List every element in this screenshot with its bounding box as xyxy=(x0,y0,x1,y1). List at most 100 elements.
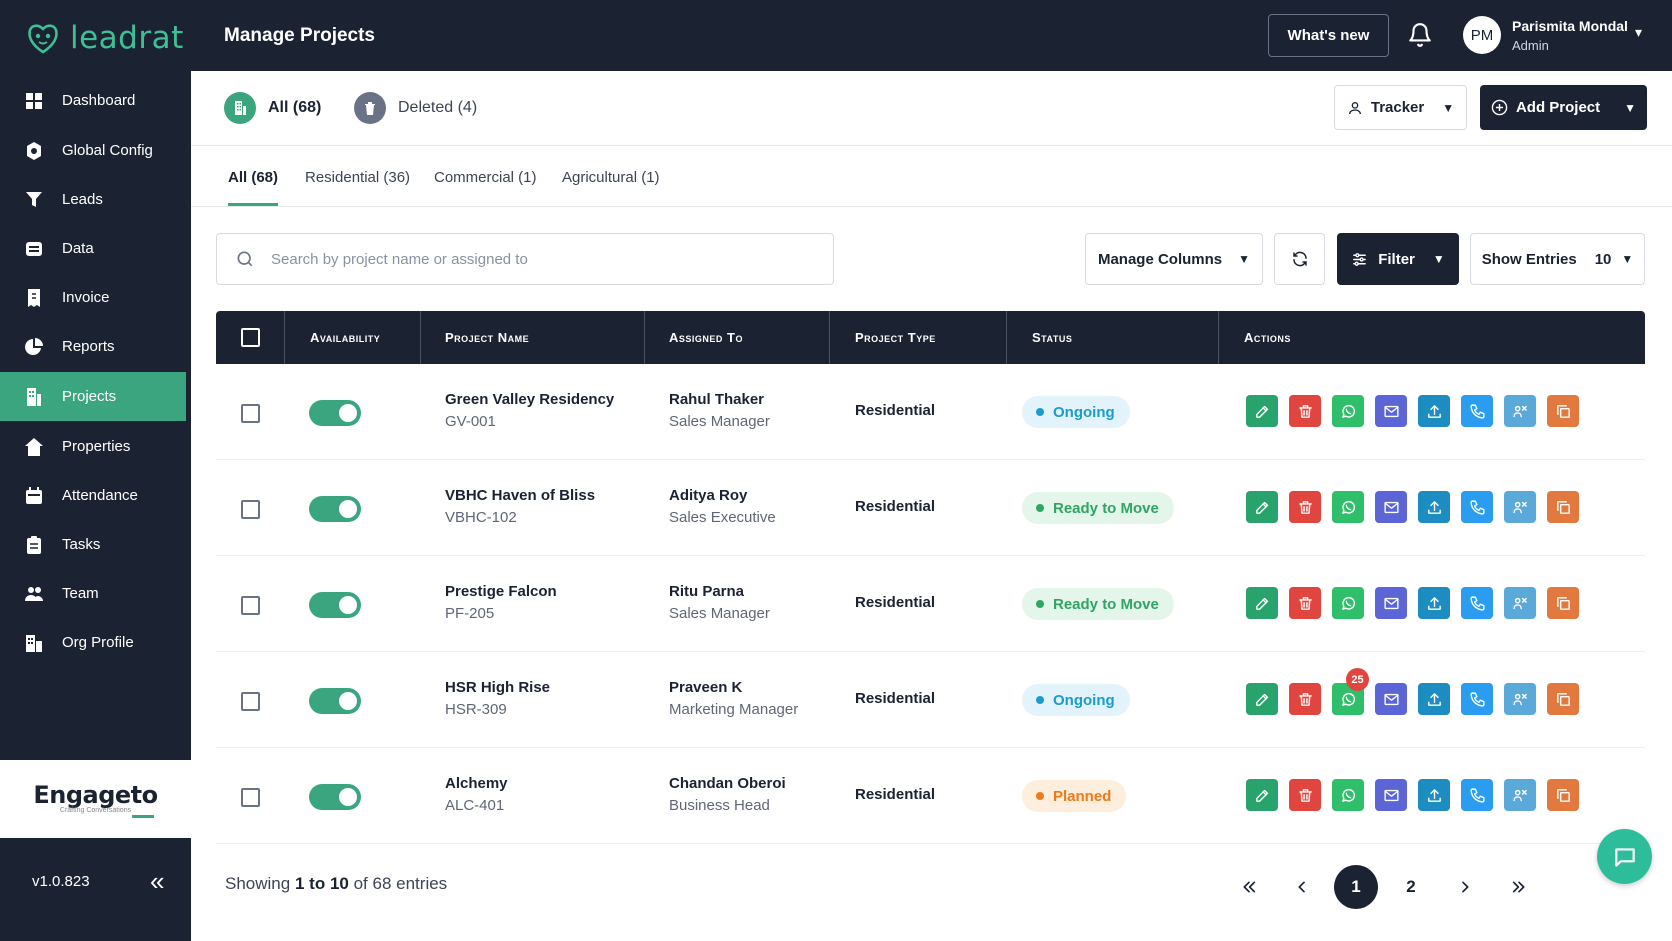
copy-action-button[interactable] xyxy=(1547,683,1579,715)
row-checkbox[interactable] xyxy=(241,596,260,615)
assign-action-button[interactable] xyxy=(1504,587,1536,619)
upload-action-button[interactable] xyxy=(1418,683,1450,715)
row-checkbox[interactable] xyxy=(241,788,260,807)
search-input[interactable] xyxy=(271,250,791,268)
project-name[interactable]: Green Valley Residency xyxy=(445,391,615,408)
filter-button[interactable]: Filter ▼ xyxy=(1337,233,1459,285)
table-row[interactable]: HSR High Rise HSR-309 Praveen K Marketing M… xyxy=(216,652,1645,748)
tab-residential[interactable]: Residential (36) xyxy=(305,169,411,186)
page-2-button[interactable]: 2 xyxy=(1406,877,1416,896)
copy-action-button[interactable] xyxy=(1547,491,1579,523)
email-action-button[interactable] xyxy=(1375,491,1407,523)
delete-action-button[interactable] xyxy=(1289,587,1321,619)
refresh-button[interactable] xyxy=(1274,233,1325,285)
whats-new-button[interactable]: What's new xyxy=(1268,14,1389,57)
manage-columns-dropdown[interactable]: Manage Columns ▼ xyxy=(1085,233,1263,285)
prev-page-button[interactable] xyxy=(1280,865,1324,909)
sidebar-item-org-profile[interactable]: Org Profile xyxy=(0,618,186,667)
edit-action-button[interactable] xyxy=(1246,683,1278,715)
upload-action-button[interactable] xyxy=(1418,395,1450,427)
assign-action-button[interactable] xyxy=(1504,683,1536,715)
project-name[interactable]: Prestige Falcon xyxy=(445,583,557,600)
table-row[interactable]: VBHC Haven of Bliss VBHC-102 Aditya Roy Sal… xyxy=(216,460,1645,556)
row-checkbox[interactable] xyxy=(241,692,260,711)
availability-toggle[interactable] xyxy=(309,688,361,714)
email-action-button[interactable] xyxy=(1375,395,1407,427)
whatsapp-action-button[interactable] xyxy=(1332,587,1364,619)
select-all-checkbox[interactable] xyxy=(241,328,260,347)
assign-action-button[interactable] xyxy=(1504,395,1536,427)
column-assigned-to[interactable]: Assigned To xyxy=(669,330,743,345)
sidebar-item-data[interactable]: Data xyxy=(0,224,186,273)
project-name[interactable]: Alchemy xyxy=(445,775,508,792)
segment-all[interactable]: All (68) xyxy=(224,92,321,124)
sidebar-item-invoice[interactable]: Invoice xyxy=(0,273,186,322)
assign-action-button[interactable] xyxy=(1504,491,1536,523)
availability-toggle[interactable] xyxy=(309,784,361,810)
copy-action-button[interactable] xyxy=(1547,779,1579,811)
copy-action-button[interactable] xyxy=(1547,587,1579,619)
delete-action-button[interactable] xyxy=(1289,395,1321,427)
sidebar-item-reports[interactable]: Reports xyxy=(0,322,186,371)
chevron-down-icon[interactable]: ▾ xyxy=(1635,24,1643,40)
table-row[interactable]: Prestige Falcon PF-205 Ritu Parna Sales Man… xyxy=(216,556,1645,652)
collapse-sidebar-icon[interactable]: « xyxy=(150,866,165,896)
delete-action-button[interactable] xyxy=(1289,779,1321,811)
assign-action-button[interactable] xyxy=(1504,779,1536,811)
column-availability[interactable]: Availability xyxy=(310,330,381,345)
whatsapp-action-button[interactable] xyxy=(1332,395,1364,427)
column-status[interactable]: Status xyxy=(1032,330,1073,345)
avatar[interactable]: PM xyxy=(1463,16,1501,54)
edit-action-button[interactable] xyxy=(1246,587,1278,619)
edit-action-button[interactable] xyxy=(1246,491,1278,523)
sidebar-item-properties[interactable]: Properties xyxy=(0,422,186,471)
edit-action-button[interactable] xyxy=(1246,779,1278,811)
whatsapp-action-button[interactable] xyxy=(1332,683,1364,715)
project-name[interactable]: VBHC Haven of Bliss xyxy=(445,487,596,504)
column-project-type[interactable]: Project Type xyxy=(855,330,936,345)
phone-action-button[interactable] xyxy=(1461,683,1493,715)
sidebar-item-team[interactable]: Team xyxy=(0,569,186,618)
engageto-brand[interactable]: Engageto Crafting Conversations xyxy=(0,760,191,838)
table-row[interactable]: Green Valley Residency GV-001 Rahul Thaker… xyxy=(216,364,1645,460)
show-entries-dropdown[interactable]: Show Entries 10 ▼ xyxy=(1470,233,1645,285)
user-name[interactable]: Parismita Mondal xyxy=(1512,18,1628,34)
phone-action-button[interactable] xyxy=(1461,395,1493,427)
first-page-button[interactable] xyxy=(1227,865,1271,909)
phone-action-button[interactable] xyxy=(1461,779,1493,811)
tracker-dropdown[interactable]: Tracker ▼ xyxy=(1334,85,1467,130)
segment-deleted[interactable]: Deleted (4) xyxy=(354,92,477,124)
tab-commercial[interactable]: Commercial (1) xyxy=(434,169,537,186)
upload-action-button[interactable] xyxy=(1418,491,1450,523)
chat-fab-button[interactable] xyxy=(1597,829,1652,884)
next-page-button[interactable] xyxy=(1443,865,1487,909)
logo[interactable]: leadrat xyxy=(0,0,191,76)
whatsapp-action-button[interactable] xyxy=(1332,491,1364,523)
sidebar-item-tasks[interactable]: Tasks xyxy=(0,520,186,569)
email-action-button[interactable] xyxy=(1375,587,1407,619)
sidebar-item-global-config[interactable]: Global Config xyxy=(0,126,186,175)
project-name[interactable]: HSR High Rise xyxy=(445,679,551,696)
email-action-button[interactable] xyxy=(1375,683,1407,715)
row-checkbox[interactable] xyxy=(241,404,260,423)
row-checkbox[interactable] xyxy=(241,500,260,519)
copy-action-button[interactable] xyxy=(1547,395,1579,427)
availability-toggle[interactable] xyxy=(309,496,361,522)
sidebar-item-projects[interactable]: Projects xyxy=(0,372,186,421)
sidebar-item-dashboard[interactable]: Dashboard xyxy=(0,76,186,125)
page-1-button[interactable]: 1 xyxy=(1334,865,1378,909)
phone-action-button[interactable] xyxy=(1461,491,1493,523)
tab-all[interactable]: All (68) xyxy=(228,169,279,186)
phone-action-button[interactable] xyxy=(1461,587,1493,619)
upload-action-button[interactable] xyxy=(1418,779,1450,811)
availability-toggle[interactable] xyxy=(309,400,361,426)
upload-action-button[interactable] xyxy=(1418,587,1450,619)
availability-toggle[interactable] xyxy=(309,592,361,618)
caret-down-icon[interactable]: ▼ xyxy=(1624,100,1637,115)
tab-agricultural[interactable]: Agricultural (1) xyxy=(562,169,660,186)
delete-action-button[interactable] xyxy=(1289,683,1321,715)
delete-action-button[interactable] xyxy=(1289,491,1321,523)
sidebar-item-leads[interactable]: Leads xyxy=(0,175,186,224)
add-project-button[interactable]: Add Project ▼ xyxy=(1480,85,1647,130)
table-row[interactable]: Alchemy ALC-401 Chandan Oberoi Business Hea… xyxy=(216,748,1645,844)
